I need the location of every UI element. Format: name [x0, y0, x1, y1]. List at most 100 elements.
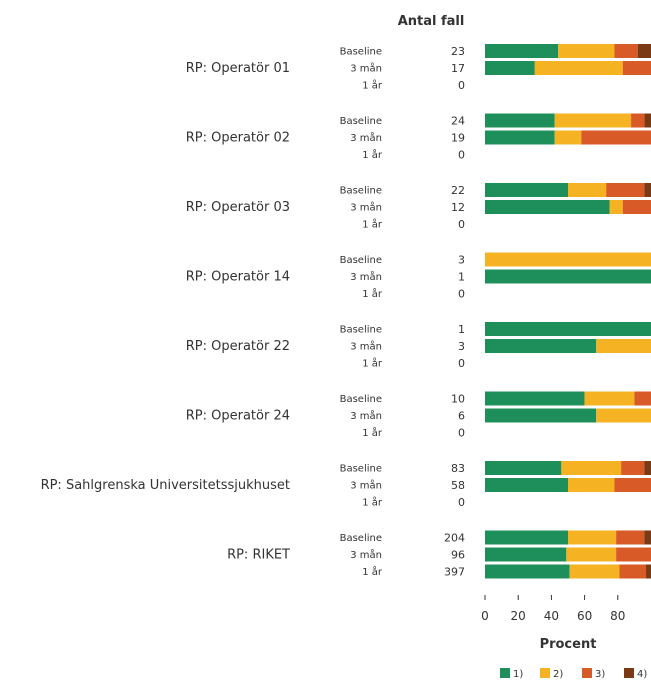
- bar-segment: [568, 530, 617, 545]
- row-label: 3 mån: [350, 62, 382, 75]
- row-label: 1 år: [362, 287, 383, 300]
- row-label: 3 mån: [350, 409, 382, 422]
- row-label: Baseline: [340, 116, 382, 127]
- group-label: RP: Operatör 14: [186, 270, 290, 285]
- x-tick-label: 60: [577, 609, 592, 623]
- bar-segment: [485, 183, 568, 197]
- count-label: 397: [444, 566, 465, 579]
- bar-segment: [596, 408, 651, 423]
- bar-segment: [614, 478, 651, 492]
- bar-segment: [619, 564, 647, 579]
- legend-swatch: [500, 668, 510, 678]
- bar-segment: [485, 269, 651, 284]
- bar-segment: [485, 530, 568, 545]
- bar-segment: [596, 339, 651, 353]
- legend-label: 4): [637, 669, 647, 680]
- row-label: 1 år: [362, 218, 383, 231]
- count-label: 1: [458, 323, 465, 336]
- row-label: 3 mån: [350, 340, 382, 353]
- legend-swatch: [582, 668, 592, 678]
- legend-label: 2): [553, 669, 563, 680]
- legend-swatch: [540, 668, 550, 678]
- group-label: RP: Operatör 01: [186, 61, 290, 76]
- count-label: 6: [458, 410, 465, 423]
- bar-segment: [569, 564, 620, 579]
- count-header: Antal fall: [398, 14, 465, 29]
- bar-segment: [566, 547, 617, 562]
- group-label: RP: Operatör 24: [186, 409, 290, 424]
- count-label: 23: [451, 45, 465, 58]
- count-label: 0: [458, 79, 465, 92]
- bar-segment: [485, 322, 651, 336]
- x-axis: 0 20 40 60 80 Procent: [481, 595, 625, 652]
- row-label: Baseline: [340, 47, 382, 58]
- bar-segment: [606, 183, 645, 197]
- legend-label: 1): [513, 669, 523, 680]
- bar-segment: [485, 564, 570, 579]
- bar-segment: [568, 478, 615, 492]
- bar-segment: [485, 547, 567, 562]
- row-label: Baseline: [340, 325, 382, 336]
- bar-segment: [554, 130, 582, 145]
- row-label: 3 mån: [350, 201, 382, 214]
- group-label: RP: Operatör 03: [186, 200, 290, 215]
- bar-segment: [644, 530, 651, 545]
- row-label: 3 mån: [350, 548, 382, 561]
- x-axis-title: Procent: [540, 637, 597, 652]
- bar-segment: [621, 461, 645, 475]
- row-labels: Antal fall RP: Operatör 01 Baseline 23 3 mån…: [41, 14, 465, 579]
- count-label: 0: [458, 427, 465, 440]
- legend-swatch: [624, 668, 634, 678]
- count-label: 3: [458, 254, 465, 267]
- row-label: Baseline: [340, 533, 382, 544]
- bar-segment: [561, 461, 622, 475]
- count-label: 0: [458, 288, 465, 301]
- bar-segment: [622, 200, 651, 214]
- x-tick-label: 80: [610, 609, 625, 623]
- bar-segment: [637, 44, 651, 58]
- row-label: Baseline: [340, 464, 382, 475]
- bar-segment: [485, 252, 651, 267]
- count-label: 17: [451, 62, 465, 75]
- bars: [485, 44, 651, 579]
- count-label: 0: [458, 218, 465, 231]
- legend-label: 3): [595, 669, 605, 680]
- bar-segment: [558, 44, 615, 58]
- bar-segment: [631, 113, 645, 128]
- row-label: 3 mån: [350, 270, 382, 283]
- count-label: 0: [458, 357, 465, 370]
- count-label: 83: [451, 462, 465, 475]
- count-label: 22: [451, 184, 465, 197]
- bar-segment: [644, 461, 651, 475]
- bar-segment: [485, 478, 568, 492]
- count-label: 0: [458, 496, 465, 509]
- count-label: 204: [444, 532, 465, 545]
- bar-segment: [584, 391, 635, 406]
- bar-segment: [616, 530, 645, 545]
- bar-segment: [644, 113, 651, 128]
- row-label: 1 år: [362, 357, 383, 370]
- row-label: 1 år: [362, 148, 383, 161]
- x-tick-label: 40: [544, 609, 559, 623]
- count-label: 58: [451, 479, 465, 492]
- x-tick-label: 20: [511, 609, 526, 623]
- bar-segment: [616, 547, 651, 562]
- bar-segment: [646, 564, 651, 579]
- bar-segment: [581, 130, 651, 145]
- count-label: 3: [458, 340, 465, 353]
- row-label: 1 år: [362, 79, 383, 92]
- bar-segment: [485, 461, 562, 475]
- bar-segment: [644, 183, 651, 197]
- group-label: RP: Operatör 22: [186, 339, 290, 354]
- row-label: 3 mån: [350, 131, 382, 144]
- row-label: Baseline: [340, 255, 382, 266]
- group-label: RP: Sahlgrenska Universitetssjukhuset: [41, 478, 290, 493]
- row-label: Baseline: [340, 186, 382, 197]
- bar-segment: [485, 339, 597, 353]
- group-label: RP: Operatör 02: [186, 131, 290, 146]
- row-label: 1 år: [362, 496, 383, 509]
- bar-segment: [485, 391, 585, 406]
- bar-segment: [485, 130, 555, 145]
- count-label: 0: [458, 149, 465, 162]
